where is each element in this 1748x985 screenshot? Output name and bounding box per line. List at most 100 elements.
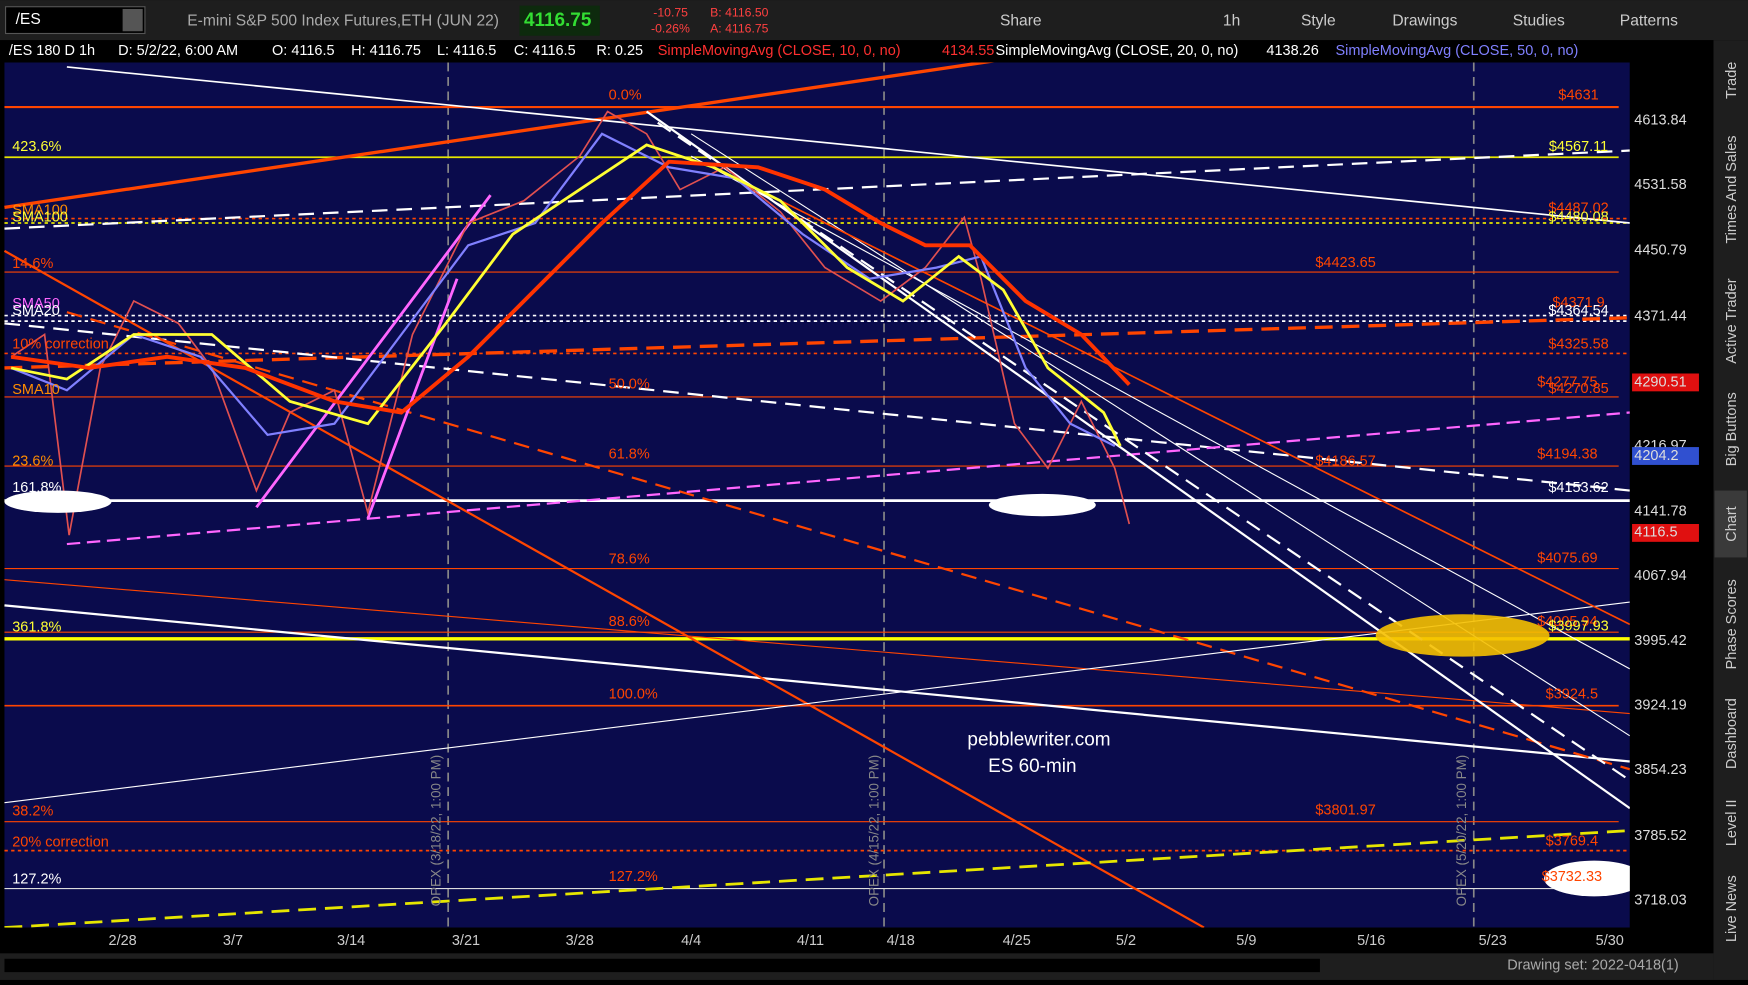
side-tab[interactable]: Phase Scores [1724,579,1740,669]
study-name: SimpleMovingAvg (CLOSE, 20, 0, no) [996,43,1239,59]
price-tick-label: 3995.42 [1634,633,1686,649]
price-tick-label: 4290.51 [1634,374,1686,390]
level-tag: 423.6% [12,139,61,155]
drawing-set: Drawing set: 2022-0418(1) [1507,957,1679,973]
price-tick-label: 4613.84 [1634,112,1686,128]
side-tab[interactable]: Trade [1724,62,1740,99]
study-name: SimpleMovingAvg (CLOSE, 10, 0, no) [658,43,901,59]
level-price: $4480.08 [1548,209,1608,225]
level-tag: 127.2% [12,871,61,887]
level-tag: 14.6% [12,256,53,272]
price-axis [1629,62,1714,928]
level-price: $4325.58 [1548,336,1608,352]
target-oval [1375,614,1550,657]
watermark: pebblewriter.com [967,729,1110,750]
change-pct: -0.26% [651,21,690,35]
toolbar-button[interactable]: Style [1301,12,1336,29]
drawing-line [66,311,1631,771]
side-tab[interactable]: Dashboard [1724,698,1740,769]
change: -10.75 [653,6,688,20]
level-tag: SMA20 [12,303,60,319]
level-price: $4364.54 [1548,303,1608,319]
level-tag: SMA100 [12,209,68,225]
fib-label: 50.0% [609,376,650,392]
header-bar [0,40,1714,63]
side-tab[interactable]: Active Trader [1724,278,1740,364]
level-price: $4075.69 [1537,550,1597,566]
symbol: /ES [16,11,41,28]
price-tick-label: 4450.79 [1634,243,1686,259]
drawings [0,40,1714,954]
level-price: $3924.5 [1546,686,1598,702]
drawing-line [645,110,1631,810]
header-item: /ES 180 D 1h [9,43,95,59]
level-price: $3801.97 [1315,802,1375,818]
side-tab[interactable]: Chart [1724,506,1740,541]
date-tick-label: 2/28 [109,933,137,949]
level-price: $4270.85 [1548,381,1608,397]
level-price: $3769.4 [1546,834,1598,850]
chart-area [4,62,1630,928]
symbol-dropdown[interactable] [122,8,143,32]
fib-label: 0.0% [609,88,642,104]
level-price: $3997.93 [1548,618,1608,634]
sma50 [10,159,1131,415]
level-price: $4371.9 [1552,295,1604,311]
toolbar-button[interactable]: Share [1000,12,1042,29]
price-tick-label: 4067.94 [1634,568,1686,584]
side-tab[interactable]: Big Buttons [1724,392,1740,466]
level-price: $4487.02 [1548,200,1608,216]
level-tag: 361.8% [12,620,61,636]
price-path [10,110,1131,536]
study-value: 4134.55 [942,43,994,59]
drawing-line [4,322,1630,492]
level-price: $4186.57 [1315,453,1375,469]
level-tag: 38.2% [12,803,53,819]
symbol-box[interactable] [5,6,146,35]
date-tick-label: 3/14 [337,933,365,949]
price-tick-label: 4371.44 [1634,308,1686,324]
drawing-line [66,66,1630,224]
side-tab[interactable]: Times And Sales [1724,135,1740,243]
header-item: D: 5/2/22, 6:00 AM [118,43,238,59]
side-tab[interactable]: Level II [1724,799,1740,846]
date-tick-label: 4/4 [681,933,701,949]
price-tick-label: 4531.58 [1634,177,1686,193]
date-tick-label: 4/25 [1003,933,1031,949]
toolbar-button[interactable]: Studies [1513,12,1565,29]
drawing-line [4,604,1630,763]
active-tab [1714,490,1747,558]
level-price: $4194.38 [1537,447,1597,463]
opex-label: OPEX (3/18/22, 1:00 PM) [429,755,444,906]
drawing-line [255,194,492,509]
fib-label: 100.0% [609,686,658,702]
ask: A: 4116.75 [710,21,769,35]
date-tick-label: 4/11 [797,933,824,949]
level-price: $4423.65 [1315,255,1375,271]
toolbar-button[interactable]: Patterns [1620,12,1678,29]
last-box [519,5,600,36]
last-price: 4116.75 [524,10,591,31]
drawing-line [366,278,459,519]
drawing-line [4,42,1104,210]
price-tick-label: 3785.52 [1634,828,1686,844]
drawing-line [4,149,1630,230]
drawing-line [4,316,1630,370]
date-tick-label: 5/16 [1357,933,1385,949]
toolbar-button[interactable]: Drawings [1392,12,1457,29]
study-value: 4138.26 [1266,43,1318,59]
scrollbar[interactable] [4,958,1320,973]
highlight-oval [4,490,112,513]
toolbar [0,0,1748,41]
header-item: O: 4116.5 [272,43,335,59]
opex-label: OPEX (4/15/22, 1:00 PM) [867,755,882,906]
price-box [1632,373,1699,392]
toolbar-button[interactable]: 1h [1223,12,1240,29]
level-price: $4153.62 [1548,480,1608,496]
header-item: H: 4116.75 [351,43,421,59]
side-tab[interactable]: Live News [1724,875,1740,942]
opex-label: OPEX (5/20/22, 1:00 PM) [1454,755,1469,906]
date-tick-label: 3/28 [566,933,594,949]
date-tick-label: 4/18 [887,933,915,949]
